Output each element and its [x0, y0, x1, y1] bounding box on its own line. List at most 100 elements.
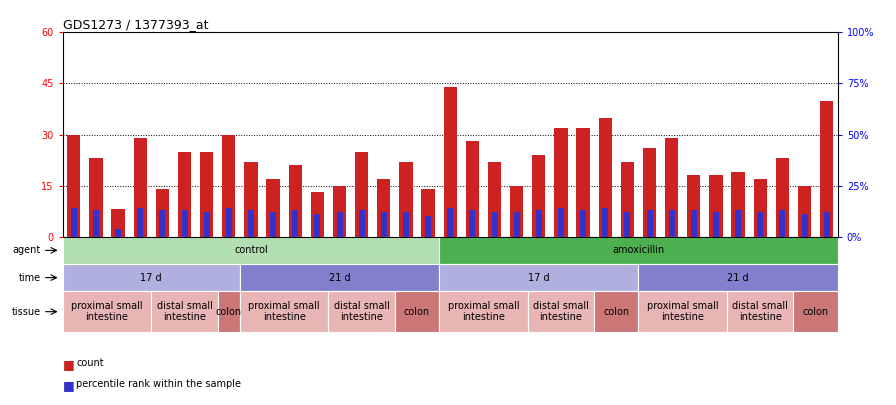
- Bar: [292, 210, 298, 237]
- Bar: [576, 128, 590, 237]
- Bar: [643, 148, 656, 237]
- Bar: [639, 237, 660, 329]
- Bar: [484, 237, 505, 329]
- Text: colon: colon: [803, 307, 829, 317]
- Bar: [400, 162, 412, 237]
- Bar: [731, 172, 745, 237]
- Bar: [735, 210, 741, 237]
- Bar: [329, 237, 350, 329]
- Text: 21 d: 21 d: [728, 273, 749, 283]
- Bar: [311, 192, 324, 237]
- Text: colon: colon: [603, 307, 629, 317]
- Text: ■: ■: [63, 358, 74, 371]
- Bar: [713, 212, 719, 237]
- Bar: [337, 212, 342, 237]
- Bar: [594, 291, 639, 332]
- Bar: [466, 141, 479, 237]
- Bar: [115, 228, 121, 237]
- Bar: [248, 210, 254, 237]
- Bar: [358, 210, 365, 237]
- Bar: [555, 128, 567, 237]
- Bar: [63, 237, 85, 329]
- Bar: [621, 162, 634, 237]
- Bar: [439, 264, 639, 291]
- Bar: [377, 179, 391, 237]
- Bar: [558, 208, 564, 237]
- Bar: [329, 291, 395, 332]
- Bar: [668, 210, 675, 237]
- Bar: [705, 237, 727, 329]
- Bar: [218, 291, 240, 332]
- Bar: [599, 117, 612, 237]
- Text: count: count: [76, 358, 104, 369]
- Text: colon: colon: [216, 307, 242, 317]
- Bar: [461, 237, 484, 329]
- Text: 21 d: 21 d: [329, 273, 350, 283]
- Bar: [536, 210, 542, 237]
- Bar: [395, 291, 439, 332]
- Bar: [355, 151, 368, 237]
- Text: tissue: tissue: [12, 307, 40, 317]
- Text: 17 d: 17 d: [141, 273, 162, 283]
- Text: proximal small
intestine: proximal small intestine: [248, 301, 320, 322]
- Bar: [683, 237, 705, 329]
- Bar: [550, 237, 572, 329]
- Bar: [572, 237, 594, 329]
- Bar: [727, 291, 794, 332]
- Text: proximal small
intestine: proximal small intestine: [647, 301, 719, 322]
- Bar: [513, 212, 520, 237]
- Bar: [780, 210, 786, 237]
- Bar: [710, 175, 722, 237]
- Bar: [63, 291, 151, 332]
- Bar: [151, 237, 174, 329]
- Bar: [262, 237, 284, 329]
- Text: proximal small
intestine: proximal small intestine: [71, 301, 142, 322]
- Text: proximal small
intestine: proximal small intestine: [448, 301, 520, 322]
- Bar: [687, 175, 701, 237]
- Bar: [306, 237, 329, 329]
- Bar: [240, 264, 439, 291]
- Bar: [492, 212, 497, 237]
- Text: distal small
intestine: distal small intestine: [333, 301, 390, 322]
- Text: 17 d: 17 d: [528, 273, 549, 283]
- Bar: [757, 212, 763, 237]
- Bar: [425, 216, 431, 237]
- Bar: [63, 264, 240, 291]
- Bar: [439, 237, 838, 264]
- Bar: [85, 237, 107, 329]
- Bar: [639, 264, 838, 291]
- Bar: [417, 237, 439, 329]
- Bar: [373, 237, 395, 329]
- Bar: [665, 138, 678, 237]
- Bar: [203, 212, 210, 237]
- Bar: [532, 155, 546, 237]
- Bar: [182, 210, 187, 237]
- Bar: [403, 212, 409, 237]
- Bar: [439, 291, 528, 332]
- Bar: [444, 87, 457, 237]
- Bar: [625, 212, 631, 237]
- Text: distal small
intestine: distal small intestine: [732, 301, 788, 322]
- Bar: [240, 237, 262, 329]
- Bar: [174, 237, 195, 329]
- Bar: [820, 100, 833, 237]
- Bar: [754, 179, 767, 237]
- Bar: [156, 189, 169, 237]
- Bar: [107, 237, 129, 329]
- Bar: [815, 237, 838, 329]
- Bar: [488, 162, 501, 237]
- Bar: [528, 291, 594, 332]
- Bar: [395, 237, 417, 329]
- Bar: [470, 210, 476, 237]
- Bar: [602, 208, 608, 237]
- Bar: [616, 237, 639, 329]
- Bar: [580, 210, 586, 237]
- Bar: [93, 210, 99, 237]
- Bar: [771, 237, 794, 329]
- Bar: [691, 210, 697, 237]
- Bar: [798, 185, 811, 237]
- Bar: [226, 208, 232, 237]
- Bar: [289, 165, 302, 237]
- Bar: [90, 158, 102, 237]
- Bar: [63, 237, 439, 264]
